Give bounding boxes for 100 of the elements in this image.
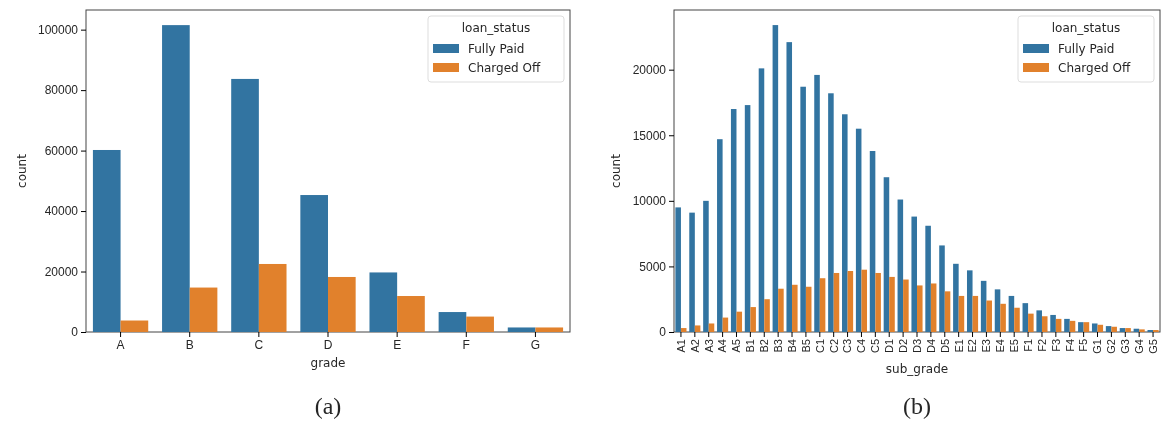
- bar: [875, 272, 881, 332]
- x-tick-label: A3: [702, 339, 715, 353]
- bar: [828, 93, 834, 332]
- bar: [258, 263, 287, 332]
- x-tick-label: B5: [799, 339, 812, 353]
- x-tick-label: A: [116, 337, 125, 352]
- bar: [972, 295, 979, 332]
- legend-label: Charged Off: [1058, 61, 1131, 75]
- bar: [680, 328, 687, 332]
- bar: [861, 269, 868, 332]
- bar: [944, 291, 951, 332]
- bar: [736, 311, 743, 332]
- bar: [1064, 318, 1070, 332]
- bar: [507, 327, 536, 332]
- y-tick-label: 20000: [44, 264, 79, 279]
- bar: [231, 78, 259, 332]
- bar: [1036, 310, 1042, 332]
- bar: [930, 283, 937, 332]
- bar: [833, 272, 840, 332]
- x-tick-label: B4: [785, 339, 798, 353]
- bar: [675, 207, 681, 332]
- x-tick-label: F: [462, 337, 470, 352]
- x-tick-label: G: [530, 337, 541, 352]
- x-tick-label: G3: [1119, 339, 1132, 354]
- bar: [1022, 303, 1029, 332]
- bar: [939, 245, 945, 332]
- bar: [883, 177, 890, 332]
- bar: [966, 270, 973, 332]
- y-tick-label: 10000: [632, 194, 667, 209]
- legend-title: loan_status: [461, 21, 531, 35]
- bar: [694, 325, 701, 332]
- x-tick-label: D1: [883, 339, 896, 354]
- x-tick-label: F2: [1035, 339, 1048, 352]
- bar: [1139, 329, 1145, 332]
- bar: [1111, 326, 1117, 332]
- bar: [438, 312, 467, 332]
- bar: [328, 276, 356, 332]
- x-tick-label: A2: [688, 339, 701, 353]
- x-tick-label: B1: [744, 339, 757, 353]
- bar: [792, 284, 798, 332]
- y-tick-label: 15000: [632, 128, 667, 143]
- x-tick-label: E1: [952, 339, 965, 353]
- x-tick-label: A4: [716, 339, 729, 353]
- x-tick-label: G2: [1105, 339, 1118, 354]
- y-tick-label: 5000: [639, 259, 667, 274]
- bar: [1014, 307, 1020, 332]
- bar: [1125, 328, 1131, 332]
- bar: [925, 225, 931, 332]
- text: (a): [314, 393, 342, 419]
- bar: [92, 149, 121, 332]
- y-axis-title: count: [609, 153, 623, 188]
- bar: [889, 276, 895, 332]
- bar: [717, 139, 723, 332]
- bar: [778, 288, 784, 332]
- bar: [1105, 326, 1112, 332]
- x-tick-label: F4: [1063, 339, 1076, 352]
- bar: [764, 299, 770, 332]
- x-tick-label: C2: [827, 339, 840, 354]
- bar: [819, 278, 826, 332]
- bar: [535, 327, 564, 332]
- bar: [911, 216, 917, 332]
- bar: [758, 68, 765, 332]
- bar: [842, 114, 848, 332]
- bar: [1078, 322, 1084, 332]
- bar: [786, 42, 793, 332]
- bar: [1041, 316, 1048, 332]
- bar: [800, 86, 806, 332]
- bar: [958, 295, 965, 332]
- bar: [744, 105, 751, 332]
- bar: [708, 323, 715, 332]
- y-tick-label: 80000: [44, 83, 79, 98]
- y-tick-label: 40000: [44, 204, 79, 219]
- bar: [397, 296, 425, 332]
- bar: [703, 200, 709, 332]
- y-axis-title: count: [15, 153, 29, 188]
- x-axis-title: grade: [310, 356, 346, 370]
- x-tick-label: E5: [1008, 339, 1021, 353]
- bar: [1050, 314, 1056, 332]
- y-tick-label: 100000: [37, 22, 79, 37]
- text: (b): [903, 393, 931, 419]
- bar: [1083, 322, 1090, 332]
- bar: [986, 300, 992, 332]
- x-tick-label: C3: [841, 339, 854, 354]
- x-tick-label: C: [254, 337, 264, 352]
- x-tick-label: B3: [771, 339, 784, 353]
- bar: [994, 289, 1001, 332]
- x-tick-label: E4: [994, 339, 1007, 353]
- bar: [869, 151, 876, 332]
- x-tick-label: C1: [813, 339, 826, 354]
- bar: [1000, 303, 1006, 332]
- x-tick-label: D4: [924, 339, 937, 354]
- bar: [689, 212, 695, 332]
- y-tick-label: 60000: [44, 143, 79, 158]
- x-tick-label: F3: [1049, 339, 1062, 352]
- y-tick-label: 0: [659, 325, 667, 340]
- x-tick-label: D5: [938, 339, 951, 354]
- bar: [162, 25, 190, 332]
- y-tick-label: 20000: [632, 63, 667, 78]
- bar: [917, 285, 923, 332]
- y-tick-label: 0: [71, 325, 79, 340]
